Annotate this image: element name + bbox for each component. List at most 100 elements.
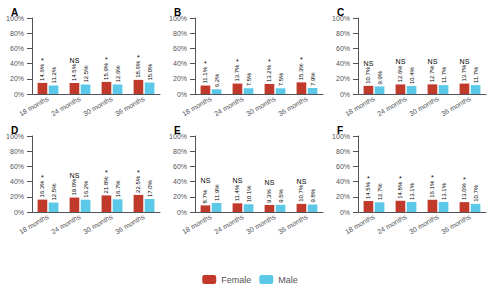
svg-text:80%: 80% xyxy=(10,148,24,155)
svg-text:9.5%: 9.5% xyxy=(278,188,284,202)
svg-text:7.5%: 7.5% xyxy=(278,72,284,86)
svg-text:20%: 20% xyxy=(173,193,187,200)
svg-text:20%: 20% xyxy=(10,75,24,82)
svg-text:*: * xyxy=(105,56,108,63)
svg-text:15.3%: 15.3% xyxy=(298,63,304,81)
svg-text:*: * xyxy=(268,58,271,65)
svg-text:36 months: 36 months xyxy=(114,95,146,118)
svg-text:13.7%: 13.7% xyxy=(461,64,467,82)
svg-text:15.0%: 15.0% xyxy=(147,63,153,81)
svg-text:17.0%: 17.0% xyxy=(147,179,153,197)
svg-text:11.9%: 11.9% xyxy=(214,184,220,201)
svg-text:7.9%: 7.9% xyxy=(310,72,316,86)
svg-text:18 months: 18 months xyxy=(344,95,376,118)
svg-text:11.2%: 11.2% xyxy=(51,66,57,83)
svg-text:12.5%: 12.5% xyxy=(83,65,89,83)
svg-text:0%: 0% xyxy=(177,209,187,216)
svg-text:18 months: 18 months xyxy=(344,213,376,236)
svg-text:*: * xyxy=(41,174,44,181)
svg-text:36 months: 36 months xyxy=(440,213,472,236)
svg-text:*: * xyxy=(431,174,434,181)
svg-text:16.7%: 16.7% xyxy=(115,180,121,198)
svg-text:A: A xyxy=(11,7,18,18)
svg-text:18 months: 18 months xyxy=(18,213,50,236)
svg-text:21.8%: 21.8% xyxy=(103,176,109,194)
svg-text:40%: 40% xyxy=(336,178,350,185)
svg-text:8.7%: 8.7% xyxy=(202,189,208,203)
svg-text:12.7%: 12.7% xyxy=(429,65,435,83)
svg-text:12.6%: 12.6% xyxy=(115,65,121,83)
svg-text:30 months: 30 months xyxy=(82,95,114,118)
svg-text:80%: 80% xyxy=(336,30,350,37)
svg-text:11.7%: 11.7% xyxy=(441,66,447,83)
svg-text:36 months: 36 months xyxy=(114,213,146,236)
svg-text:24 months: 24 months xyxy=(213,213,245,236)
svg-text:NS: NS xyxy=(297,178,307,185)
svg-text:14.5%: 14.5% xyxy=(365,181,371,199)
svg-text:B: B xyxy=(174,7,181,18)
svg-text:20%: 20% xyxy=(173,75,187,82)
svg-text:*: * xyxy=(105,169,108,176)
svg-text:*: * xyxy=(367,175,370,182)
svg-text:F: F xyxy=(337,125,343,136)
svg-text:*: * xyxy=(137,54,140,61)
svg-text:80%: 80% xyxy=(173,148,187,155)
svg-text:20%: 20% xyxy=(336,193,350,200)
svg-text:40%: 40% xyxy=(173,178,187,185)
svg-text:*: * xyxy=(137,169,140,176)
svg-text:E: E xyxy=(174,125,181,136)
svg-text:12.7%: 12.7% xyxy=(377,183,383,201)
svg-text:NS: NS xyxy=(428,58,438,65)
svg-text:80%: 80% xyxy=(173,30,187,37)
svg-text:80%: 80% xyxy=(10,30,24,37)
svg-text:36 months: 36 months xyxy=(277,213,309,236)
svg-text:NS: NS xyxy=(396,58,406,65)
svg-text:60%: 60% xyxy=(173,45,187,52)
svg-text:40%: 40% xyxy=(173,60,187,67)
svg-text:18 months: 18 months xyxy=(18,95,50,118)
svg-text:40%: 40% xyxy=(10,60,24,67)
svg-text:60%: 60% xyxy=(336,45,350,52)
svg-text:*: * xyxy=(463,176,466,183)
svg-text:80%: 80% xyxy=(336,148,350,155)
svg-text:13.7%: 13.7% xyxy=(234,64,240,82)
svg-text:24 months: 24 months xyxy=(50,213,82,236)
svg-text:60%: 60% xyxy=(10,163,24,170)
svg-text:10.1%: 10.1% xyxy=(246,185,252,203)
svg-text:13.2%: 13.2% xyxy=(266,64,272,82)
svg-text:13.0%: 13.0% xyxy=(461,182,467,200)
svg-text:Female: Female xyxy=(221,275,251,285)
svg-text:0%: 0% xyxy=(177,91,187,98)
svg-text:12.6%: 12.6% xyxy=(397,65,403,83)
svg-text:30 months: 30 months xyxy=(82,213,114,236)
svg-text:10.7%: 10.7% xyxy=(365,66,371,84)
svg-text:0%: 0% xyxy=(14,91,24,98)
svg-text:NS: NS xyxy=(364,60,374,67)
svg-text:20%: 20% xyxy=(336,75,350,82)
svg-text:22.5%: 22.5% xyxy=(135,175,141,193)
svg-text:NS: NS xyxy=(70,172,80,179)
svg-text:14.5%: 14.5% xyxy=(71,63,77,81)
svg-text:30 months: 30 months xyxy=(408,213,440,236)
svg-text:18 months: 18 months xyxy=(181,95,213,118)
svg-text:Male: Male xyxy=(278,275,298,285)
svg-text:11.1%: 11.1% xyxy=(202,66,208,83)
svg-text:7.5%: 7.5% xyxy=(246,72,252,86)
svg-text:0%: 0% xyxy=(14,209,24,216)
svg-text:60%: 60% xyxy=(173,163,187,170)
svg-text:9.9%: 9.9% xyxy=(377,70,383,84)
svg-text:40%: 40% xyxy=(336,60,350,67)
svg-text:30 months: 30 months xyxy=(245,213,277,236)
svg-text:NS: NS xyxy=(70,57,80,64)
svg-text:C: C xyxy=(337,7,344,18)
svg-text:*: * xyxy=(236,58,239,65)
svg-text:*: * xyxy=(204,60,207,67)
svg-text:18.6%: 18.6% xyxy=(135,60,141,78)
svg-text:30 months: 30 months xyxy=(245,95,277,118)
svg-text:0%: 0% xyxy=(340,209,350,216)
svg-text:36 months: 36 months xyxy=(277,95,309,118)
svg-text:D: D xyxy=(11,125,18,136)
svg-text:*: * xyxy=(300,56,303,63)
svg-text:24 months: 24 months xyxy=(376,95,408,118)
svg-text:12.5%: 12.5% xyxy=(51,183,57,201)
